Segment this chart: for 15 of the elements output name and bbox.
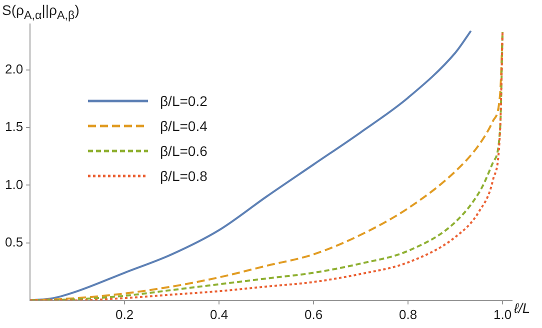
x-tick-label: 0.6	[304, 306, 323, 322]
y-tick-label: 1.5	[4, 119, 24, 134]
x-tick-label: 0.8	[399, 306, 418, 322]
x-tick-label: 0.2	[116, 306, 134, 322]
y-tick-label: 1.0	[4, 176, 24, 192]
y-tick-label: 2.0	[4, 62, 24, 77]
x-axis-title: ℓ/L	[514, 300, 530, 316]
legend-label: β/L=0.2	[160, 92, 208, 108]
x-tick-label: 0.4	[210, 306, 228, 322]
x-tick-label: 1.0	[494, 306, 512, 322]
legend-label: β/L=0.8	[160, 168, 208, 184]
legend-label: β/L=0.6	[160, 142, 208, 158]
y-axis-title: S(ρ$_{A,α}$||ρ$_{A,β}$)	[2, 2, 80, 22]
y-tick-label: 0.5	[4, 234, 24, 250]
legend-label: β/L=0.4	[160, 118, 208, 134]
